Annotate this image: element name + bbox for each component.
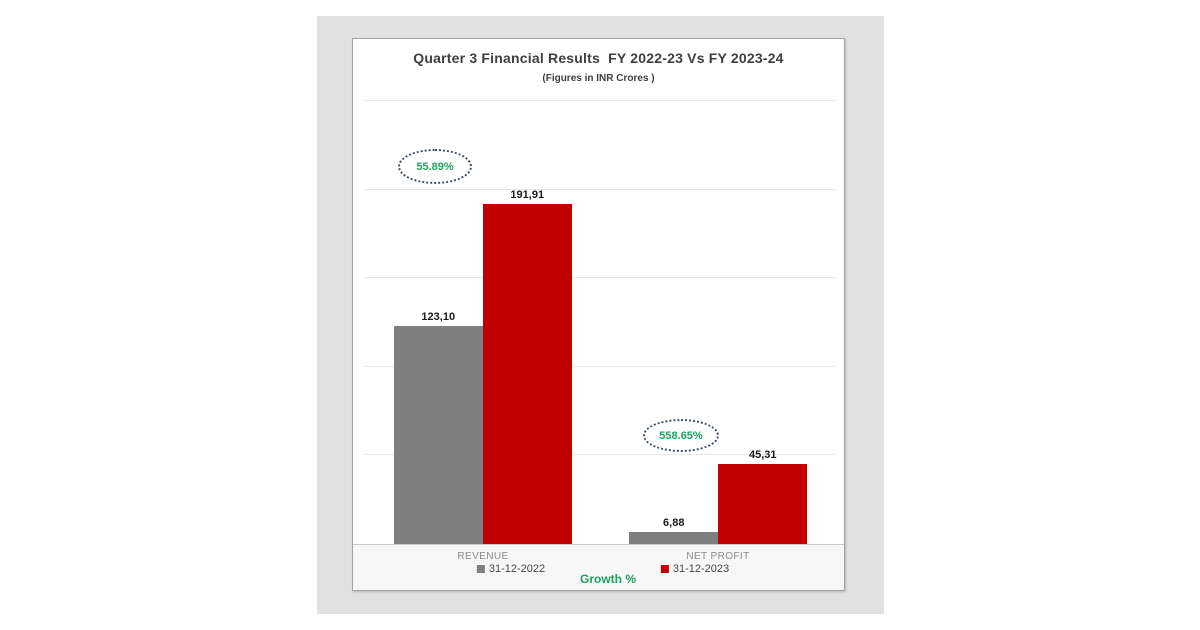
gridline [365,277,836,278]
growth-percent-label: Growth % [580,572,636,586]
bar-group-revenue: 123,10 191,91 [365,189,601,544]
growth-badge-net-profit-value: 558.65% [659,429,703,442]
bar-31-12-2023-revenue [482,204,572,544]
chart-subtitle: (Figures in INR Crores ) [542,73,655,84]
bar-value-label: 6,88 [663,517,685,529]
legend-swatch-red-icon [660,565,669,573]
bar-31-12-2022-net-profit [629,532,719,544]
growth-badge-revenue: 55.89% [398,149,472,184]
bar-group-net-profit: 6,88 45,31 [601,449,837,544]
gridline [365,100,836,101]
axis-legend-strip: REVENUE NET PROFIT 31-12-2022 31-12-2023… [353,544,844,590]
category-label-net-profit: NET PROFIT [686,551,750,562]
legend-item-31-12-2022: 31-12-2022 [476,563,546,575]
bar-31-12-2023-net-profit [718,464,808,544]
chart-panel: Quarter 3 Financial Results FY 2022-23 V… [317,16,884,614]
bar-wrap: 6,88 [629,517,719,544]
gridline [365,454,836,455]
bar-wrap: 123,10 [393,311,483,544]
growth-badge-net-profit: 558.65% [643,419,719,452]
bar-value-label: 191,91 [510,189,545,201]
legend-item-31-12-2023: 31-12-2023 [660,563,730,575]
chart-title: Quarter 3 Financial Results FY 2022-23 V… [413,50,784,66]
plot-area: 55.89% 558.65% 123,10 191,91 6,88 45,31 [365,100,837,544]
gridline [365,189,836,190]
gridline [365,366,836,367]
category-label-revenue: REVENUE [457,551,509,562]
bar-31-12-2022-revenue [393,326,483,544]
bar-wrap: 191,91 [482,189,572,544]
legend-swatch-gray-icon [476,565,485,573]
chart-card: Quarter 3 Financial Results FY 2022-23 V… [352,38,845,591]
growth-badge-revenue-value: 55.89% [416,160,454,173]
bar-value-label: 45,31 [748,449,777,461]
bar-value-label: 123,10 [421,311,456,323]
legend-label-31-12-2022: 31-12-2022 [488,563,546,575]
legend-label-31-12-2023: 31-12-2023 [672,563,730,575]
bar-wrap: 45,31 [718,449,808,544]
